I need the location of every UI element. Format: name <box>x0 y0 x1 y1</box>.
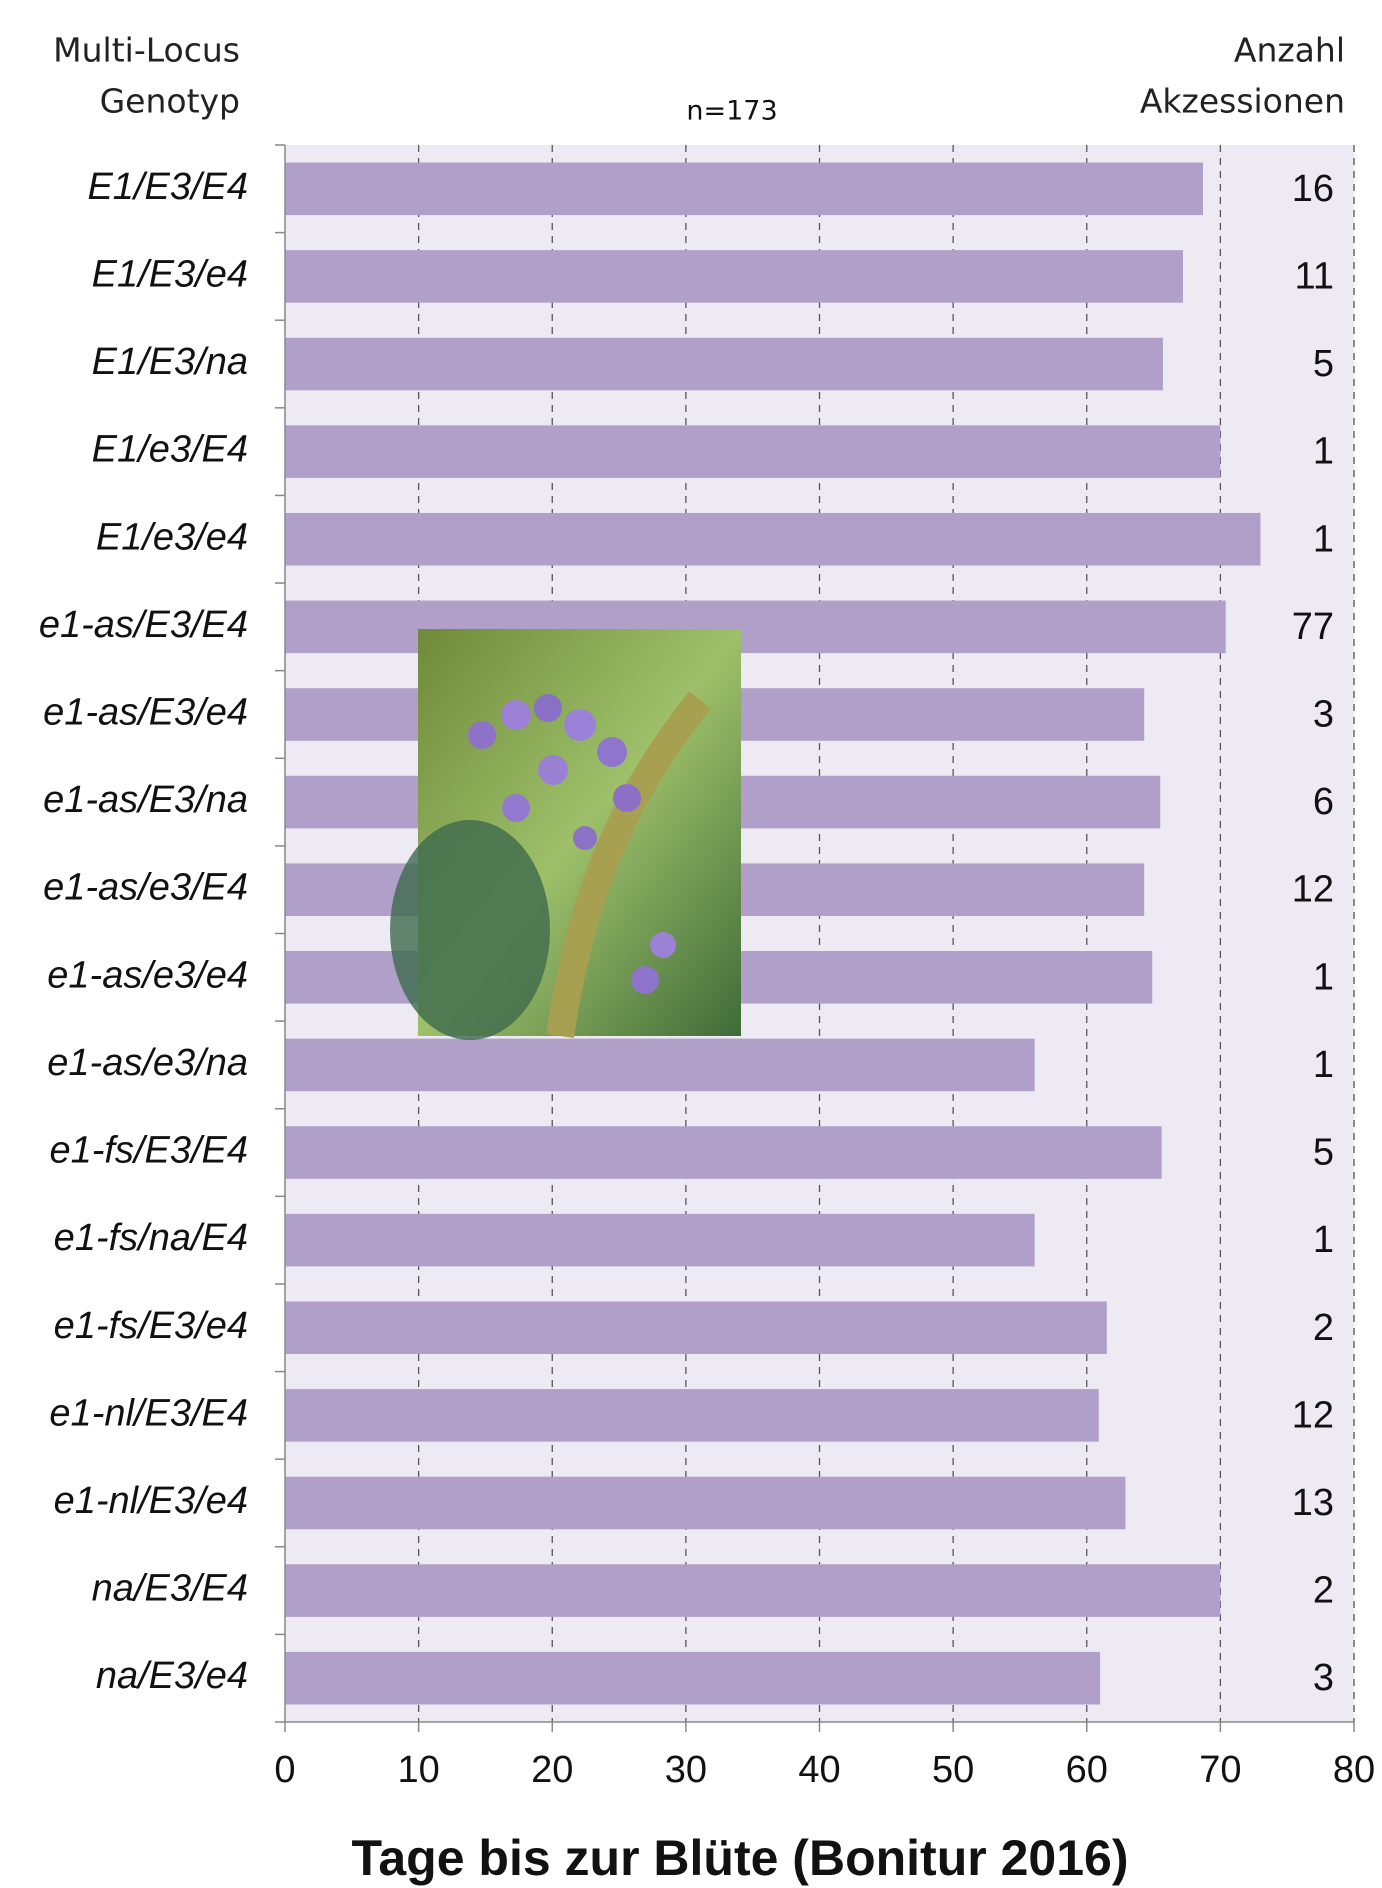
count-label: 12 <box>1292 1394 1334 1436</box>
count-label: 1 <box>1313 518 1334 560</box>
y-tick-label: e1-as/E3/E4 <box>39 604 248 646</box>
count-label: 77 <box>1292 606 1334 648</box>
y-tick-label: e1-nl/E3/E4 <box>49 1392 248 1434</box>
bar <box>285 425 1220 478</box>
count-label: 5 <box>1313 343 1334 385</box>
y-tick-label: E1/E3/E4 <box>87 166 248 208</box>
count-label: 3 <box>1313 694 1334 736</box>
x-tick-label: 80 <box>1333 1749 1375 1791</box>
count-label: 5 <box>1313 1132 1334 1174</box>
count-label: 1 <box>1313 956 1334 998</box>
bar <box>285 1652 1100 1705</box>
y-tick-label: e1-as/e3/E4 <box>43 867 248 909</box>
y-tick-label: na/E3/e4 <box>96 1655 248 1697</box>
bar <box>285 513 1260 566</box>
count-label: 3 <box>1313 1657 1334 1699</box>
bar <box>285 1301 1107 1354</box>
chart: Multi-Locus Genotyp Anzahl Akzessionen n… <box>0 0 1382 1888</box>
count-label: 2 <box>1313 1307 1334 1349</box>
x-tick-label: 0 <box>274 1749 295 1791</box>
y-axis-label: Genotyp <box>100 82 240 121</box>
count-label: 13 <box>1292 1482 1334 1524</box>
x-axis-title: Tage bis zur Blüte (Bonitur 2016) <box>352 1830 1129 1886</box>
bar <box>285 163 1203 216</box>
x-tick-label: 60 <box>1066 1749 1108 1791</box>
bar <box>285 1126 1162 1179</box>
x-tick-label: 70 <box>1199 1749 1241 1791</box>
y-axis-label: Multi-Locus <box>53 31 240 70</box>
y-tick-label: na/E3/E4 <box>92 1568 248 1610</box>
count-header: Anzahl <box>1234 31 1345 70</box>
bar <box>285 250 1183 303</box>
y-tick-label: E1/E3/na <box>92 341 248 383</box>
count-label: 11 <box>1295 255 1334 297</box>
bar <box>285 1477 1126 1530</box>
y-tick-label: E1/e3/e4 <box>96 516 248 558</box>
count-label: 1 <box>1313 431 1334 473</box>
count-label: 6 <box>1313 781 1334 823</box>
y-tick-label: E1/e3/E4 <box>92 429 248 471</box>
count-header: Akzessionen <box>1140 82 1345 121</box>
bar <box>285 1564 1220 1617</box>
y-tick-label: e1-nl/E3/e4 <box>54 1480 248 1522</box>
y-tick-label: e1-fs/E3/e4 <box>54 1305 248 1347</box>
y-tick-label: e1-as/e3/e4 <box>47 954 248 996</box>
y-tick-label: e1-fs/E3/E4 <box>49 1130 248 1172</box>
bar <box>285 1214 1035 1267</box>
count-label: 1 <box>1313 1044 1334 1086</box>
y-tick-label: e1-fs/na/E4 <box>54 1217 248 1259</box>
y-tick-label: e1-as/E3/e4 <box>43 692 248 734</box>
bar <box>285 338 1163 391</box>
y-tick-label: E1/E3/e4 <box>92 253 248 295</box>
y-tick-label: e1-as/E3/na <box>43 779 248 821</box>
x-tick-label: 50 <box>932 1749 974 1791</box>
count-label: 1 <box>1313 1219 1334 1261</box>
flower-photo <box>390 629 741 1040</box>
x-tick-label: 10 <box>397 1749 439 1791</box>
count-label: 2 <box>1313 1570 1334 1612</box>
x-tick-label: 40 <box>798 1749 840 1791</box>
bar <box>285 1389 1099 1442</box>
bar <box>285 1039 1035 1092</box>
x-tick-label: 20 <box>531 1749 573 1791</box>
count-label: 12 <box>1292 869 1334 911</box>
x-tick-label: 30 <box>665 1749 707 1791</box>
annotation: n=173 <box>686 96 777 127</box>
count-label: 16 <box>1292 168 1334 210</box>
y-tick-label: e1-as/e3/na <box>47 1042 248 1084</box>
